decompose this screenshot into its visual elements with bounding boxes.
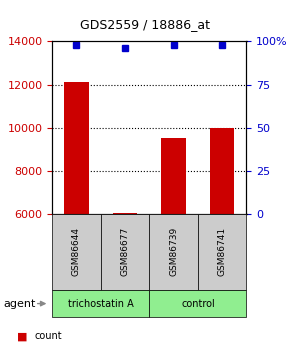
Bar [210,128,234,214]
Text: control: control [181,299,215,308]
Text: GSM86739: GSM86739 [169,227,178,276]
Text: count: count [35,331,62,341]
Text: GSM86644: GSM86644 [72,227,81,276]
Text: ■: ■ [17,331,28,341]
Text: GSM86741: GSM86741 [218,227,227,276]
Text: trichostatin A: trichostatin A [68,299,134,308]
Text: GDS2559 / 18886_at: GDS2559 / 18886_at [80,18,210,31]
Bar [64,82,89,214]
Bar [113,213,137,214]
Bar [162,138,186,214]
Text: agent: agent [3,299,35,308]
Text: GSM86677: GSM86677 [121,227,130,276]
